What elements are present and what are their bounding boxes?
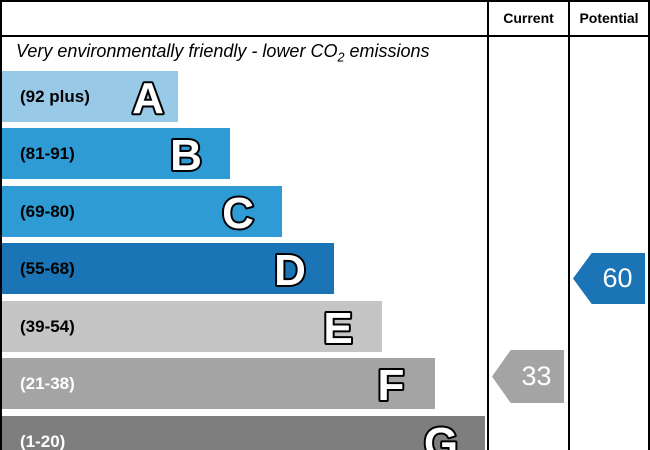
band-range-label: (92 plus) [20, 86, 90, 106]
potential-column-divider [568, 0, 570, 450]
svg-text:B: B [170, 131, 202, 178]
border-right [648, 0, 650, 450]
band-letter: A [130, 72, 166, 121]
svg-text:F: F [378, 361, 405, 408]
band-d: (55-68) D [2, 243, 334, 294]
band-letter: F [376, 359, 407, 408]
band-b: (81-91) B [2, 128, 230, 179]
band-letter: G [422, 417, 460, 450]
potential-rating-arrow: 60 [573, 253, 645, 304]
svg-text:A: A [132, 74, 164, 121]
current-rating-value: 33 [521, 361, 552, 391]
band-range-label: (39-54) [20, 316, 75, 336]
band-e: (39-54) E [2, 301, 382, 352]
band-range-label: (21-38) [20, 373, 75, 393]
potential-rating-value: 60 [602, 263, 633, 293]
svg-text:D: D [274, 246, 306, 293]
band-letter: C [220, 187, 256, 236]
band-letter: B [168, 129, 204, 178]
band-range-label: (55-68) [20, 258, 75, 278]
band-letter: E [321, 302, 354, 351]
current-rating-arrow: 33 [492, 350, 564, 403]
svg-text:E: E [323, 304, 352, 351]
chart-title: Very environmentally friendly - lower CO… [16, 41, 430, 65]
header-divider [0, 35, 650, 37]
svg-text:G: G [424, 419, 458, 450]
band-letter: D [272, 244, 308, 293]
band-a: (92 plus) A [2, 71, 178, 122]
co2-subscript: 2 [337, 50, 345, 65]
band-range-label: (1-20) [20, 431, 66, 450]
border-top [0, 0, 650, 2]
band-f: (21-38) F [2, 358, 435, 409]
current-column-divider [487, 0, 489, 450]
svg-text:C: C [222, 189, 254, 236]
chart-title-suffix: emissions [344, 41, 430, 61]
potential-column-header: Potential [579, 10, 639, 26]
band-g: (1-20) G [2, 416, 485, 450]
border-left [0, 0, 2, 450]
chart-title-text: Very environmentally friendly - lower CO [16, 41, 338, 61]
band-range-label: (81-91) [20, 143, 75, 163]
band-range-label: (69-80) [20, 201, 75, 221]
current-column-header: Current [503, 10, 554, 26]
band-c: (69-80) C [2, 186, 282, 237]
